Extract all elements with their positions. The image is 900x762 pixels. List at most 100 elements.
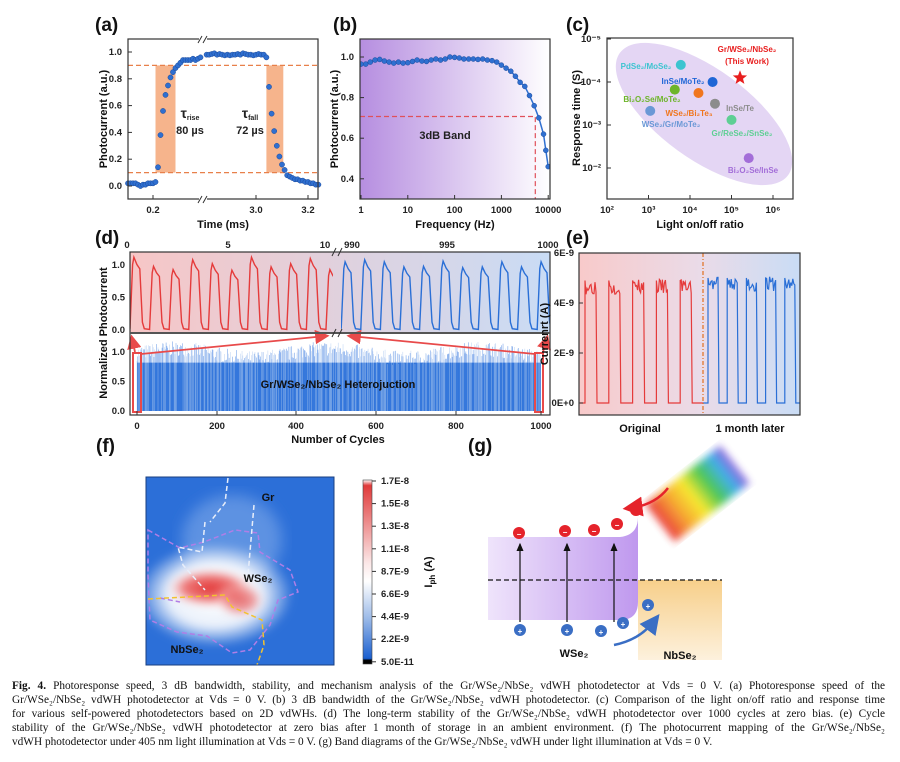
wse2-band	[488, 517, 638, 620]
data-point	[484, 57, 491, 63]
x-tick-label: 0.2	[146, 205, 159, 216]
data-point	[268, 110, 275, 117]
panel-g: (g)− − −−−+ + +++WSe₂ NbSe₂	[468, 436, 750, 662]
data-point	[197, 54, 204, 61]
data-point	[376, 56, 383, 63]
data-point	[531, 102, 537, 109]
top-x-tick-label: 0	[124, 240, 129, 251]
data-point	[367, 59, 374, 65]
y-tick-label: 0.8	[341, 93, 354, 104]
x-tick-label: 10000	[535, 205, 561, 216]
region-label-gr: Gr	[262, 492, 276, 504]
y-tick-label: 10⁻²	[582, 163, 601, 174]
data-point	[162, 92, 169, 98]
region-label-wse2: WSe₂	[244, 573, 273, 585]
data-point	[433, 56, 439, 62]
cutoff-line	[360, 115, 536, 199]
y-tick-label: 0.4	[109, 127, 123, 138]
data-point	[273, 142, 280, 149]
tau-subscript: fall	[248, 115, 258, 122]
colorbar-tick-label: 1.7E-8	[381, 476, 409, 487]
y-tick-label: 10⁻³	[582, 120, 601, 131]
hole	[617, 617, 629, 629]
hotspot	[215, 582, 265, 618]
caption-text: Photoresponse speed, 3 dB bandwidth, sta…	[53, 680, 885, 692]
point-label: WSe₂/Gr/MoTe₂	[642, 120, 701, 129]
data-point	[456, 55, 463, 61]
data-point	[276, 153, 283, 160]
colorbar-label-main: I	[423, 585, 435, 588]
caption-line-3: for various self-powered photodetectors …	[12, 708, 885, 720]
colorbar-tick-label: 1.3E-8	[381, 521, 409, 532]
hole	[642, 599, 654, 611]
y-tick-label: 6E-9	[554, 248, 574, 259]
y-tick-label: 0.0	[109, 181, 122, 192]
y-tick-label: 0.8	[109, 74, 122, 85]
panel-a: (a) 0.0 0.2 0.4 0.6 0.8 1.0 0.2 3.0 3.2 Time (ms) P…	[95, 15, 322, 231]
data-point	[522, 83, 528, 90]
data-point	[437, 57, 444, 63]
data-point	[508, 68, 514, 74]
y-axis-label: Photocurrent (a.u.)	[329, 69, 341, 168]
top-x-tick-label: 5	[225, 240, 231, 251]
x-tick-label: 600	[368, 421, 384, 432]
panel-label-e: (e)	[566, 228, 589, 249]
x-tick-label: 0	[134, 421, 139, 432]
plot-frame	[606, 37, 794, 200]
x-tick-label: 10⁴	[682, 205, 698, 216]
tau-symbol: τ	[181, 105, 188, 121]
panel-label-d: (d)	[95, 228, 119, 249]
electron	[588, 524, 600, 536]
y-tick-label: 2E-9	[554, 348, 574, 359]
top-x-tick-label: 995	[439, 240, 456, 251]
last-cycles-highlight	[534, 352, 544, 413]
data-point	[167, 74, 174, 81]
colorbar-label: Iph (A)	[423, 556, 437, 588]
electron-flow-arrow	[622, 487, 669, 517]
data-point	[461, 56, 467, 62]
data-point	[707, 77, 718, 87]
y-axis-label: Response time (S)	[571, 70, 583, 166]
y-axis-label: Photocurrent (a.u.)	[98, 69, 110, 168]
month-later-trace	[703, 276, 800, 404]
colorbar-tick-label: 5.0E-11	[381, 657, 414, 668]
y-tick-label: 0E+0	[552, 398, 574, 409]
wse2-outline	[147, 528, 299, 654]
top-x-tick-label: 10	[320, 240, 331, 251]
data-point	[526, 92, 533, 99]
data-point	[423, 58, 430, 65]
point-label: Gr/ReSe₂/SnSe₂	[712, 129, 773, 138]
point-label: InSe/MoTe₂	[662, 77, 705, 86]
electron	[513, 527, 525, 539]
gr-outline	[176, 477, 255, 591]
data-point	[475, 56, 481, 63]
data-point	[279, 161, 285, 168]
x-tick-label: 1000	[491, 205, 512, 216]
colorbar-label-unit: (A)	[423, 556, 435, 575]
data-point	[395, 59, 402, 65]
group-label-original: Original	[619, 423, 661, 435]
data-point	[669, 84, 680, 95]
panel-label-c: (c)	[566, 15, 589, 36]
data-point	[540, 131, 547, 137]
electron-sign: −	[563, 528, 568, 537]
data-point	[493, 59, 500, 65]
caption-line-2: Gr/WSe₂/NbSe₂ vdWH photodetector at Vds …	[12, 694, 885, 706]
hole-sign: +	[621, 620, 626, 629]
y-tick-label: 0.6	[109, 101, 122, 112]
axis-break-top	[199, 35, 207, 43]
data-point	[536, 115, 542, 121]
y-tick-label: 0.5	[112, 377, 126, 388]
x-tick-label: 10²	[600, 205, 614, 216]
plot-frame	[127, 38, 319, 200]
x-tick-label: 3.2	[301, 205, 314, 216]
data-point	[451, 54, 458, 61]
x-axis-label: Number of Cycles	[291, 434, 385, 446]
data-point	[545, 163, 550, 170]
y-axis-label: Normalized Photocurrent	[98, 267, 110, 399]
original-trace	[580, 277, 703, 404]
x-tick-label: 400	[288, 421, 304, 432]
background-gradient	[360, 39, 550, 199]
colorbar-tick-label: 4.4E-9	[381, 612, 409, 623]
wse2-label: WSe₂	[560, 648, 589, 660]
